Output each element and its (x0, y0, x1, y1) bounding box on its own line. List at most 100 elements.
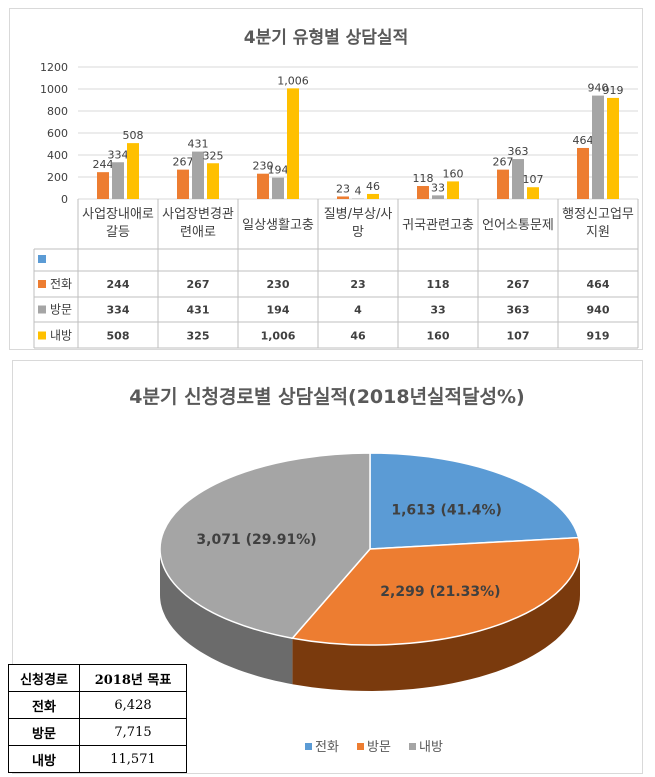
bar-data-label: 325 (203, 149, 224, 162)
goal-table-row: 내방 11,571 (9, 746, 187, 773)
bar-내방 (447, 181, 459, 199)
bar-전화 (337, 196, 349, 199)
bar-data-label: 160 (443, 167, 464, 180)
table-cell: 940 (587, 304, 610, 317)
table-cell: 431 (187, 304, 210, 317)
goal-row-value: 6,428 (80, 692, 187, 719)
y-tick-label: 400 (47, 149, 68, 162)
bar-전화 (417, 186, 429, 199)
bar-data-label: 107 (523, 173, 544, 186)
goal-table: 신청경로 2018년 목표 전화 6,428 방문 7,715 내방 11,57… (8, 664, 187, 773)
y-tick-label: 600 (47, 127, 68, 140)
chart-title: 4분기 유형별 상담실적 (244, 27, 408, 48)
category-label: 귀국관련고충 (402, 218, 474, 233)
y-tick-label: 1000 (40, 83, 68, 96)
table-cell: 464 (587, 278, 610, 291)
table-cell: 23 (350, 278, 365, 291)
table-cell: 4 (354, 304, 362, 317)
goal-row-label: 전화 (9, 692, 80, 719)
table-cell: 363 (507, 304, 530, 317)
table-cell: 160 (427, 330, 450, 343)
legend-key (38, 280, 46, 288)
bar-내방 (527, 187, 539, 199)
legend-label: 방문 (367, 740, 391, 755)
bar-내방 (207, 163, 219, 199)
bar-data-label: 919 (603, 84, 624, 97)
goal-row-label: 내방 (9, 746, 80, 773)
table-cell: 267 (187, 278, 210, 291)
bar-data-label: 194 (268, 164, 289, 177)
table-cell: 267 (507, 278, 530, 291)
category-label: 질병/부상/사 (324, 207, 393, 222)
category-label: 사업장변경관 (162, 207, 234, 222)
table-cell: 1,006 (261, 330, 296, 343)
table-cell: 919 (587, 330, 610, 343)
category-label: 행정신고업무 (562, 206, 634, 222)
legend-key (38, 306, 46, 314)
table-cell: 118 (427, 278, 450, 291)
table-cell: 46 (350, 330, 366, 343)
bar-data-label: 363 (508, 145, 529, 158)
category-label: 일상생활고충 (242, 218, 314, 233)
goal-table-header: 신청경로 (9, 665, 80, 692)
bar-data-label: 464 (573, 134, 594, 147)
legend-key (305, 743, 312, 750)
legend-label: 전화 (315, 740, 339, 755)
y-tick-label: 800 (47, 105, 68, 118)
bar-내방 (607, 98, 619, 199)
pie-data-label: 3,071 (29.91%) (196, 532, 316, 548)
category-label: 지원 (586, 225, 610, 240)
chart-title: 4분기 신청경로별 상담실적(2018년실적달성%) (129, 386, 524, 408)
category-label: 갈등 (106, 225, 130, 240)
legend-key (409, 743, 416, 750)
bar-data-label: 46 (366, 180, 380, 193)
bar-data-label: 4 (355, 185, 362, 198)
category-label: 언어소통문제 (482, 218, 554, 233)
y-tick-label: 0 (61, 193, 68, 206)
y-tick-label: 200 (47, 171, 68, 184)
series-name: 전화 (50, 277, 72, 291)
series-name: 내방 (50, 329, 72, 343)
goal-table-header: 2018년 목표 (80, 665, 187, 692)
bar-방문 (592, 96, 604, 199)
category-label: 사업장내애로 (82, 207, 154, 222)
table-cell: 194 (267, 304, 290, 317)
legend-label: 내방 (419, 740, 443, 755)
pie-data-label: 2,299 (21.33%) (380, 584, 500, 600)
bar-전화 (177, 170, 189, 199)
bar-방문 (272, 178, 284, 199)
bar-data-label: 508 (123, 129, 144, 142)
bar-전화 (577, 148, 589, 199)
table-cell: 230 (267, 278, 290, 291)
series-name: 방문 (50, 303, 72, 317)
pie-slice-전화 (370, 453, 579, 549)
bar-전화 (97, 172, 109, 199)
goal-table-header-row: 신청경로 2018년 목표 (9, 665, 187, 692)
legend-key (38, 332, 46, 340)
bar-내방 (287, 88, 299, 199)
legend-key-empty (38, 255, 46, 263)
bar-내방 (367, 194, 379, 199)
bar-방문 (432, 195, 444, 199)
pie-data-label: 1,613 (41.4%) (391, 503, 502, 519)
bar-전화 (497, 170, 509, 199)
bar-내방 (127, 143, 139, 199)
bar-data-label: 33 (431, 181, 445, 194)
table-cell: 107 (507, 330, 530, 343)
legend-key (357, 743, 364, 750)
goal-row-value: 11,571 (80, 746, 187, 773)
table-cell: 325 (187, 330, 210, 343)
table-cell: 33 (430, 304, 445, 317)
goal-row-label: 방문 (9, 719, 80, 746)
goal-table-row: 전화 6,428 (9, 692, 187, 719)
bar-data-label: 23 (336, 182, 350, 195)
bar-방문 (112, 162, 124, 199)
table-cell: 334 (107, 304, 130, 317)
category-label: 련애로 (180, 225, 216, 240)
category-label: 망 (352, 225, 364, 240)
bar-data-label: 334 (108, 148, 129, 161)
bar-data-label: 267 (173, 156, 194, 169)
bar-전화 (257, 174, 269, 199)
